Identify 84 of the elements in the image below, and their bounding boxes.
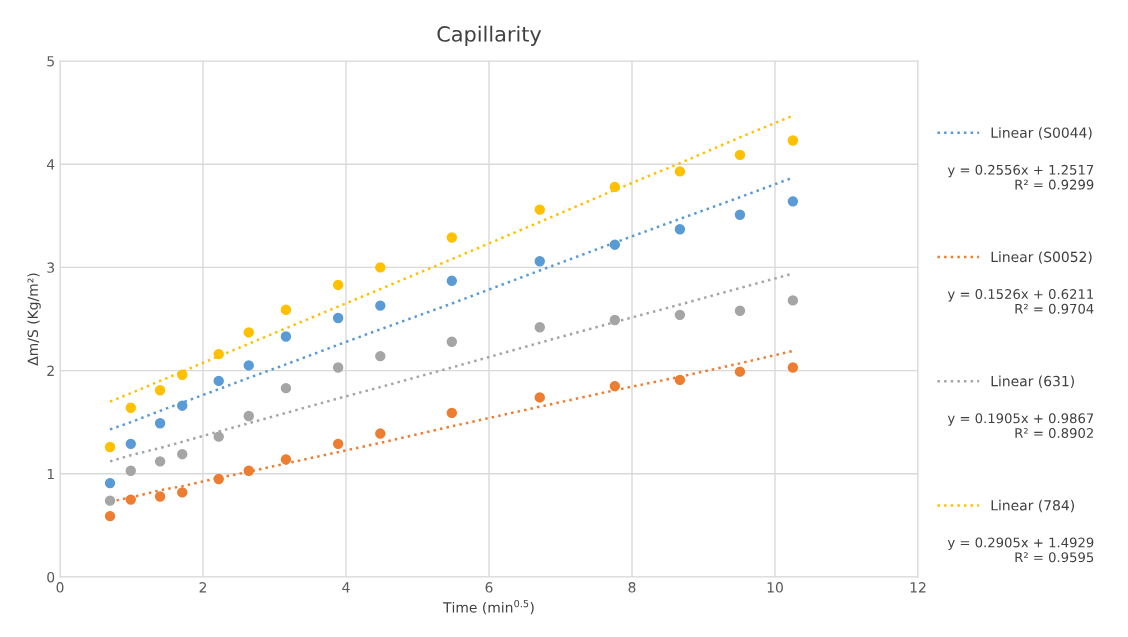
- point: [154, 418, 166, 429]
- point: [332, 279, 344, 291]
- y-tick-label: 5: [47, 56, 54, 67]
- point: [609, 181, 621, 193]
- point: [213, 348, 224, 360]
- x-tick-label: 2: [199, 582, 207, 593]
- point: [154, 491, 166, 502]
- point: [177, 448, 188, 460]
- point: [104, 441, 116, 453]
- point: [125, 438, 136, 450]
- text: y = 0.2905x + 1.4929 R² = 0.9595: [947, 537, 1094, 563]
- point: [213, 473, 224, 485]
- text: y = 0.1526x + 0.6211 R² = 0.9704: [947, 289, 1094, 314]
- y-tick-label: 1: [47, 468, 54, 480]
- point: [280, 382, 292, 394]
- point: [446, 407, 458, 419]
- x-axis-title: Time (min$^{0.5}$): [442, 599, 534, 615]
- point: [787, 362, 799, 373]
- point: [332, 312, 344, 324]
- point: [177, 400, 188, 411]
- point: [674, 309, 686, 321]
- point: [243, 410, 254, 422]
- point: [213, 375, 224, 387]
- point: [104, 495, 116, 506]
- point: [674, 374, 686, 386]
- point: [243, 327, 254, 338]
- text: y = 0.2556x + 1.2517 R² = 0.9299: [947, 164, 1094, 190]
- chart-title: Capillarity: [437, 25, 542, 46]
- point: [280, 454, 292, 465]
- x-tick-label: 10: [767, 582, 783, 593]
- point: [734, 209, 746, 220]
- legend-label: Linear (S0044): [991, 127, 1092, 140]
- point: [534, 322, 545, 333]
- point: [674, 224, 686, 235]
- point: [446, 336, 458, 347]
- x-tick-label: 4: [342, 582, 350, 593]
- point: [609, 239, 621, 250]
- point: [280, 304, 292, 315]
- y-tick-label: 4: [46, 159, 55, 170]
- point: [125, 465, 136, 476]
- point: [375, 428, 386, 439]
- x-tick-label: 12: [910, 582, 926, 593]
- point: [375, 350, 386, 362]
- legend-label: Linear (631): [991, 375, 1074, 388]
- text: y = 0.1905x + 0.9867 R² = 0.8902: [947, 413, 1094, 439]
- x-tick-label: 0: [56, 582, 64, 593]
- point: [446, 275, 458, 287]
- point: [332, 438, 344, 450]
- legend-label: Linear (S0052): [991, 251, 1092, 264]
- point: [734, 366, 746, 377]
- point: [154, 456, 166, 467]
- point: [446, 232, 458, 243]
- point: [734, 305, 746, 316]
- point: [609, 380, 621, 392]
- point: [243, 360, 254, 371]
- x-tick-label: 8: [628, 582, 636, 593]
- point: [734, 149, 746, 161]
- y-tick-label: 0: [47, 571, 55, 583]
- point: [534, 392, 545, 403]
- legend-label: Linear (784): [991, 499, 1074, 513]
- point: [213, 431, 224, 442]
- point: [177, 487, 188, 498]
- point: [787, 295, 799, 306]
- x-tick-label: 6: [485, 582, 493, 593]
- point: [125, 402, 136, 413]
- point: [104, 477, 116, 489]
- point: [534, 204, 545, 215]
- point: [787, 196, 799, 207]
- y-tick-label: 2: [47, 365, 54, 376]
- point: [125, 494, 136, 505]
- point: [375, 300, 386, 311]
- point: [609, 314, 621, 326]
- point: [534, 256, 545, 267]
- point: [177, 369, 188, 380]
- point: [787, 135, 799, 146]
- point: [375, 262, 386, 273]
- point: [332, 362, 344, 373]
- y-axis-title: Δm/S (Kg/m²): [27, 273, 41, 366]
- point: [104, 510, 116, 522]
- point: [674, 166, 686, 177]
- point: [243, 465, 254, 476]
- point: [280, 331, 292, 342]
- y-tick-label: 3: [47, 262, 55, 273]
- point: [154, 385, 166, 396]
